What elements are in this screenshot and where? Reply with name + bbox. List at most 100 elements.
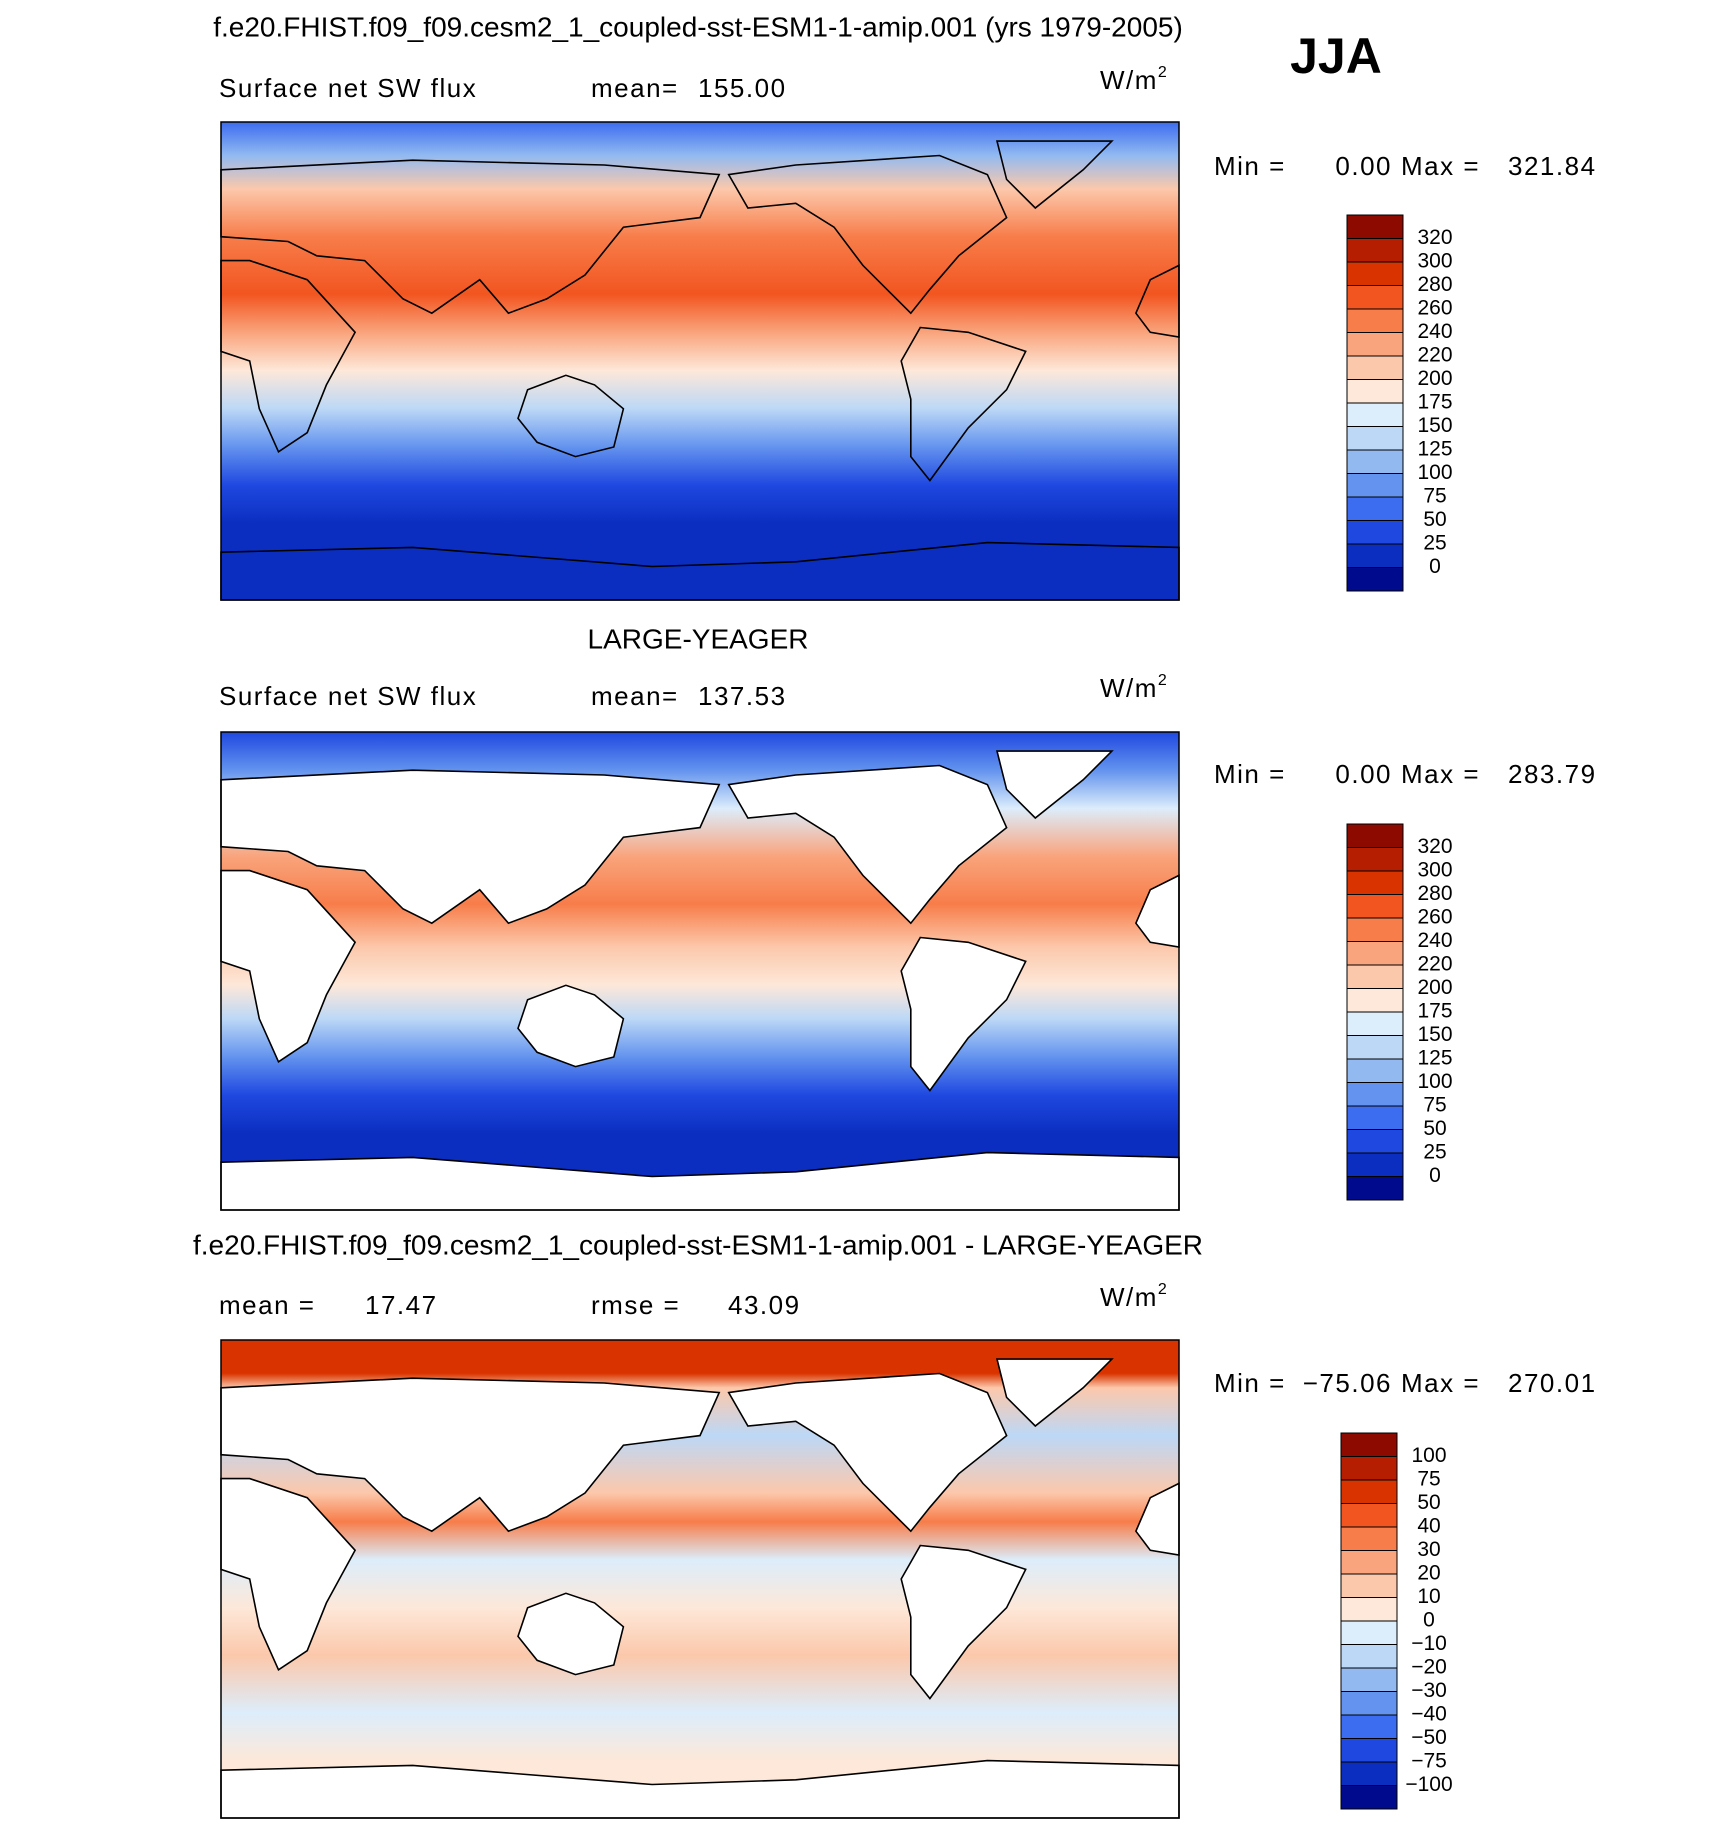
colorbar-label: 150 (1417, 414, 1452, 437)
colorbar-box (1340, 1526, 1398, 1551)
colorbar-label: 260 (1417, 297, 1452, 320)
colorbar-box (1346, 941, 1404, 966)
colorbar-label: 320 (1417, 226, 1452, 249)
colorbar-box (1346, 261, 1404, 286)
coastline (517, 374, 625, 458)
colorbar-box (1346, 1035, 1404, 1060)
colorbar-label: 0 (1429, 555, 1441, 578)
colorbar-box (1346, 285, 1404, 310)
panel-heading: f.e20.FHIST.f09_f09.cesm2_1_coupled-sst-… (193, 1229, 1203, 1260)
max-label: Max = (1401, 1368, 1480, 1398)
colorbar-box (1346, 894, 1404, 919)
coastline (995, 1358, 1114, 1428)
colorbar-label: 0 (1429, 1164, 1441, 1187)
colorbar-box (1340, 1738, 1398, 1763)
colorbar-label: 240 (1417, 929, 1452, 952)
coastline (995, 750, 1114, 820)
colorbar-box (1346, 379, 1404, 404)
min-value: 0.00 (1335, 759, 1392, 789)
colorbar-box (1346, 964, 1404, 989)
colorbar-box (1340, 1503, 1398, 1528)
colorbar-label: 20 (1417, 1562, 1440, 1585)
colorbar-box (1340, 1691, 1398, 1716)
coastline (727, 764, 1008, 925)
min-label: Min = (1214, 759, 1286, 789)
units-base: W/m (1100, 673, 1158, 703)
colorbar-box (1340, 1432, 1398, 1457)
colorbar-label: 200 (1417, 976, 1452, 999)
colorbar-label: 100 (1417, 1070, 1452, 1093)
coastline (220, 1377, 721, 1533)
units: W/m2 (1100, 672, 1168, 703)
coastline (220, 869, 357, 1063)
colorbar-box (1340, 1714, 1398, 1739)
colorbar-label: 150 (1417, 1023, 1452, 1046)
colorbar-label: 280 (1417, 882, 1452, 905)
colorbar-label: 175 (1417, 391, 1452, 414)
colorbar-box (1340, 1456, 1398, 1481)
colorbar-label: 75 (1423, 1094, 1446, 1117)
colorbar-label: 50 (1417, 1491, 1440, 1514)
colorbar-label: 0 (1423, 1609, 1435, 1632)
colorbar-label: 50 (1423, 508, 1446, 531)
colorbar-box (1346, 1129, 1404, 1154)
coastline (220, 769, 721, 925)
coastline (220, 1477, 357, 1671)
panel-heading: LARGE-YEAGER (588, 623, 809, 654)
panel-left-label: Surface net SW flux (219, 681, 477, 711)
panel-left-label: Surface net SW flux (219, 73, 477, 103)
colorbar-label: 50 (1423, 1117, 1446, 1140)
colorbar-label: 175 (1417, 1000, 1452, 1023)
colorbar-box (1346, 567, 1404, 592)
colorbar-label: −10 (1411, 1632, 1447, 1655)
colorbar-label: 125 (1417, 1047, 1452, 1070)
colorbar-box (1346, 543, 1404, 568)
colorbar-box (1346, 870, 1404, 895)
colorbar-label: 100 (1411, 1444, 1446, 1467)
coastline (727, 1372, 1008, 1533)
colorbar-box (1346, 823, 1404, 848)
colorbar-box (1346, 426, 1404, 451)
stat-value: 137.53 (698, 681, 787, 711)
units: W/m2 (1100, 1281, 1168, 1312)
colorbar-label: 10 (1417, 1585, 1440, 1608)
colorbar-label: −50 (1411, 1726, 1447, 1749)
colorbar-label: 200 (1417, 367, 1452, 390)
coastline (517, 1592, 625, 1676)
panel-left-value: 17.47 (365, 1290, 438, 1320)
figure-title: f.e20.FHIST.f09_f09.cesm2_1_coupled-sst-… (213, 11, 1183, 42)
colorbar-box (1346, 1082, 1404, 1107)
colorbar-box (1346, 473, 1404, 498)
colorbar-box (1340, 1761, 1398, 1786)
max-label: Max = (1401, 759, 1480, 789)
units: W/m2 (1100, 64, 1168, 95)
colorbar-box (1346, 308, 1404, 333)
stat-value: 155.00 (698, 73, 787, 103)
coastline (727, 154, 1008, 315)
max-value: 321.84 (1508, 151, 1597, 181)
colorbar-label: −30 (1411, 1679, 1447, 1702)
colorbar-label: 300 (1417, 859, 1452, 882)
max-value: 270.01 (1508, 1368, 1597, 1398)
colorbar-box (1346, 847, 1404, 872)
colorbar-box (1346, 214, 1404, 239)
colorbar-box (1340, 1785, 1398, 1810)
map (220, 731, 1180, 1211)
colorbar-box (1340, 1667, 1398, 1692)
season-label: JJA (1290, 28, 1382, 84)
max-value: 283.79 (1508, 759, 1597, 789)
units-base: W/m (1100, 1282, 1158, 1312)
colorbar-label: 75 (1417, 1468, 1440, 1491)
coastline (220, 259, 357, 453)
coastline (220, 159, 721, 315)
colorbar-box (1346, 238, 1404, 263)
colorbar-label: −40 (1411, 1703, 1447, 1726)
colorbar-label: 100 (1417, 461, 1452, 484)
units-sup: 2 (1158, 1281, 1168, 1298)
max-label: Max = (1401, 151, 1480, 181)
map (220, 121, 1180, 601)
colorbar-box (1340, 1573, 1398, 1598)
colorbar-label: 300 (1417, 250, 1452, 273)
colorbar-box (1346, 355, 1404, 380)
